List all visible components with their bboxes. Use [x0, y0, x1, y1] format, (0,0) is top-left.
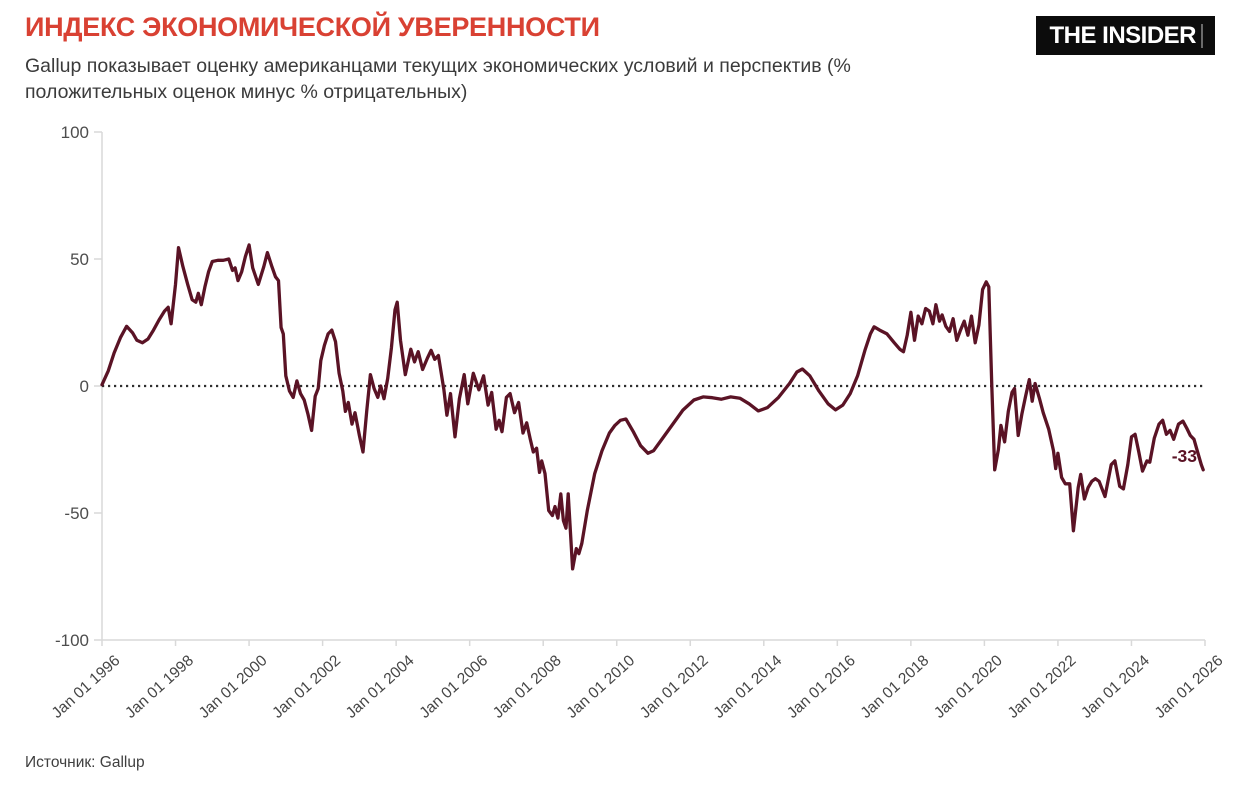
- x-axis-tick-label: Jan 01 2000: [196, 652, 271, 722]
- x-axis-tick-label: Jan 01 2012: [637, 652, 712, 722]
- y-axis-tick-label: -50: [64, 504, 89, 523]
- subtitle-line-1: Gallup показывает оценку американцами те…: [25, 55, 851, 77]
- chart-title: ИНДЕКС ЭКОНОМИЧЕСКОЙ УВЕРЕННОСТИ: [25, 12, 600, 42]
- x-axis-tick-label: Jan 01 2010: [563, 652, 638, 722]
- chart-subtitle: Gallup показывает оценку американцами те…: [25, 54, 851, 105]
- subtitle-line-2: положительных оценок минус % отрицательн…: [25, 80, 468, 103]
- x-axis-tick-label: Jan 01 2014: [711, 652, 786, 722]
- x-axis-tick-label: Jan 01 2018: [858, 652, 933, 722]
- source-note: Источник: Gallup: [25, 754, 145, 771]
- x-axis-tick-label: Jan 01 2016: [784, 652, 859, 722]
- y-axis-tick-label: 0: [80, 377, 89, 396]
- series-end-label: -33: [1172, 446, 1198, 466]
- y-axis-tick-label: 50: [70, 250, 89, 269]
- x-axis-tick-label: Jan 01 2020: [931, 652, 1006, 722]
- x-axis-tick-label: Jan 01 2026: [1152, 652, 1227, 722]
- series-line: [100, 243, 1205, 571]
- x-axis-tick-label: Jan 01 2006: [416, 652, 491, 722]
- y-axis-tick-label: 100: [61, 123, 89, 142]
- logo-cursor-bar: [1201, 23, 1203, 48]
- x-axis-tick-label: Jan 01 2002: [269, 652, 344, 722]
- x-axis-tick-label: Jan 01 2022: [1005, 652, 1080, 722]
- logo-text: THE INSIDER: [1049, 21, 1196, 49]
- y-axis-tick-label: -100: [55, 631, 89, 650]
- x-axis-tick-label: Jan 01 1996: [49, 652, 124, 722]
- x-axis-tick-label: Jan 01 2004: [343, 652, 418, 722]
- x-axis-tick-label: Jan 01 1998: [122, 652, 197, 722]
- x-axis-tick-label: Jan 01 2024: [1078, 652, 1153, 722]
- the-insider-logo: THE INSIDER: [1036, 16, 1215, 55]
- x-axis-tick-label: Jan 01 2008: [490, 652, 565, 722]
